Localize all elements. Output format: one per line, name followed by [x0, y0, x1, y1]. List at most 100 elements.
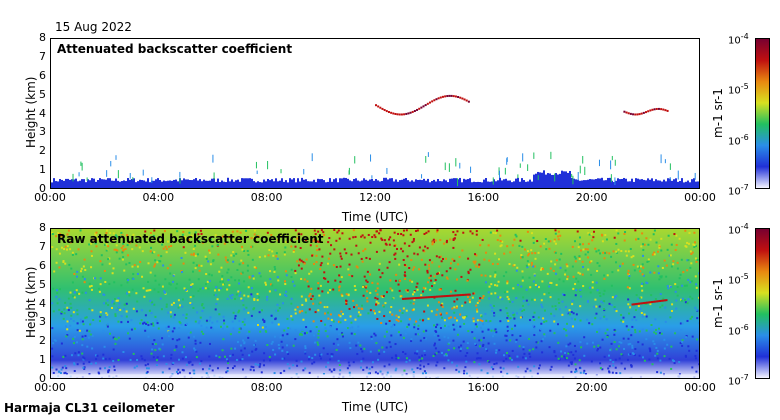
- echo-speck: [179, 177, 181, 184]
- echo-speck: [519, 163, 521, 168]
- echo-speck: [610, 174, 612, 183]
- echo-speck: [522, 153, 524, 162]
- echo-speck: [537, 175, 539, 181]
- echo-speck: [664, 159, 666, 164]
- plot-title: Raw attenuated backscatter coefficient: [57, 232, 324, 246]
- colorbar-unit-label: m-1 sr-1: [711, 88, 725, 138]
- echo-speck: [386, 167, 388, 174]
- echo-speck: [554, 173, 556, 182]
- echo-speck: [348, 167, 350, 175]
- instrument-label: Harmaja CL31 ceilometer: [4, 401, 175, 415]
- x-axis-label: Time (UTC): [341, 210, 409, 224]
- echo-speck: [110, 160, 112, 167]
- echo-speck: [457, 178, 459, 187]
- raw-backscatter-plot: Raw attenuated backscatter coefficient: [50, 228, 700, 379]
- echo-speck: [550, 151, 552, 160]
- echo-speck: [582, 155, 584, 164]
- y-tick-label: 2: [39, 334, 46, 348]
- cloud-layer: [375, 94, 470, 116]
- echo-speck: [117, 170, 119, 179]
- echo-speck: [614, 159, 616, 166]
- echo-speck: [504, 167, 506, 175]
- x-tick-label: 08:00: [250, 381, 283, 394]
- echo-speck: [280, 169, 282, 174]
- echo-speck: [694, 172, 696, 180]
- echo-speck: [572, 175, 574, 185]
- echo-speck: [455, 158, 457, 167]
- x-tick-label: 20:00: [575, 191, 608, 204]
- x-tick-label: 00:00: [34, 191, 66, 204]
- y-tick-label: 0: [39, 372, 46, 385]
- x-tick-label: 12:00: [359, 381, 391, 394]
- echo-speck: [448, 163, 450, 172]
- y-tick-label: 7: [39, 49, 46, 63]
- colorbar-tick-label: 10-4: [728, 32, 749, 47]
- y-axis-label: Height (km): [24, 76, 38, 148]
- y-tick-label: 1: [39, 163, 46, 177]
- echo-speck: [212, 154, 214, 163]
- echo-speck: [470, 166, 472, 173]
- y-tick-label: 8: [39, 221, 46, 234]
- echo-speck: [371, 175, 373, 179]
- echo-speck: [517, 174, 519, 179]
- echo-speck: [255, 161, 257, 169]
- x-tick-label: 04:00: [142, 191, 175, 204]
- echo-speck: [78, 172, 80, 177]
- y-tick-label: 2: [39, 144, 46, 158]
- echo-speck: [80, 161, 82, 166]
- colorbar: [755, 228, 770, 379]
- date-label: 15 Aug 2022: [55, 20, 132, 34]
- echo-speck: [669, 177, 671, 181]
- echo-speck: [267, 160, 269, 170]
- echo-speck: [584, 166, 586, 176]
- echo-speck: [179, 171, 181, 178]
- backscatter-plot: Attenuated backscatter coefficient: [50, 38, 700, 189]
- echo-speck: [506, 157, 508, 162]
- echo-speck: [459, 162, 461, 169]
- echo-speck: [142, 169, 144, 176]
- x-tick-label: 12:00: [359, 191, 391, 204]
- echo-speck: [611, 155, 613, 161]
- cloud-layer: [623, 107, 669, 116]
- echo-speck: [492, 177, 494, 185]
- cloud-layer: [631, 299, 668, 306]
- y-tick-label: 4: [39, 296, 46, 310]
- cloud-layer: [402, 293, 471, 300]
- x-tick-label: 00:00: [684, 191, 716, 204]
- echo-speck: [129, 173, 131, 179]
- echo-speck: [577, 171, 579, 181]
- y-tick-label: 5: [39, 277, 46, 291]
- colorbar-tick-label: 10-6: [728, 132, 749, 147]
- echo-speck: [256, 170, 258, 175]
- echo-speck: [506, 158, 508, 165]
- echo-speck: [115, 155, 117, 160]
- echo-speck: [72, 173, 74, 182]
- y-tick-label: 3: [39, 125, 46, 139]
- y-tick-label: 7: [39, 239, 46, 253]
- colorbar-unit-label: m-1 sr-1: [711, 278, 725, 328]
- echo-speck: [86, 177, 88, 182]
- echo-speck: [425, 156, 427, 163]
- colorbar-tick-label: 10-4: [728, 222, 749, 237]
- echo-speck: [533, 152, 535, 159]
- echo-speck: [370, 154, 372, 162]
- echo-speck: [151, 177, 153, 184]
- echo-speck: [81, 162, 83, 171]
- x-tick-label: 20:00: [575, 381, 608, 394]
- echo-speck: [106, 170, 108, 177]
- colorbar-tick-label: 10-6: [728, 322, 749, 337]
- echo-speck: [598, 159, 600, 167]
- surface-band: [51, 374, 699, 378]
- x-axis-label: Time (UTC): [341, 400, 409, 414]
- echo-speck: [421, 174, 423, 179]
- echo-speck: [213, 172, 215, 180]
- x-tick-label: 00:00: [684, 381, 716, 394]
- background-noise: [51, 229, 699, 378]
- echo-speck: [669, 163, 671, 170]
- echo-speck: [311, 153, 313, 162]
- boundary-layer: [51, 170, 699, 188]
- echo-speck: [660, 154, 662, 164]
- echo-speck: [677, 170, 679, 180]
- y-tick-label: 5: [39, 87, 46, 101]
- echo-speck: [571, 173, 573, 178]
